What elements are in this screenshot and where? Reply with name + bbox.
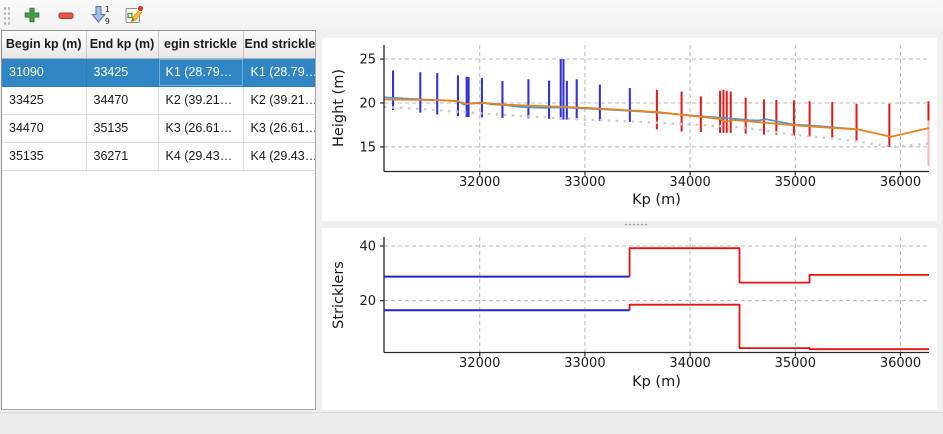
svg-text:33000: 33000 [564, 175, 605, 190]
cell-end-kp[interactable]: 33425 [86, 58, 159, 87]
edit-button[interactable] [120, 2, 148, 28]
charts-panel: 32000 33000 34000 35000 36000 15 20 25 Kp (m) Hei… [322, 38, 937, 410]
stricklers-table-grid: Begin kp (m) End kp (m) egin strickle En… [2, 31, 315, 171]
svg-text:35000: 35000 [775, 356, 816, 371]
sort-numeric-down-icon: 1 9 [91, 5, 110, 26]
svg-text:20: 20 [359, 96, 376, 111]
cell-begin-strickler[interactable]: K4 (29.43… [158, 142, 244, 171]
column-header-begin-kp[interactable]: Begin kp (m) [2, 31, 87, 59]
cell-end-strickler[interactable]: K3 (26.61… [243, 114, 315, 143]
sort-button[interactable]: 1 9 [86, 2, 114, 28]
minus-icon [58, 12, 74, 19]
y-axis-label: Height (m) [331, 69, 347, 147]
axes-spines [383, 237, 929, 354]
upper-strickler-red-series [628, 247, 929, 284]
column-header-end-stricklers[interactable]: End strickler [243, 31, 315, 59]
cell-begin-kp[interactable]: 35135 [2, 142, 87, 171]
height-profile-chart: 32000 33000 34000 35000 36000 15 20 25 Kp (m) Hei… [331, 45, 930, 208]
stricklers-chart: 32000 33000 34000 35000 36000 20 40 Kp (m) Stric… [331, 237, 929, 390]
cell-begin-strickler[interactable]: K1 (28.79… [158, 58, 244, 87]
cell-begin-kp[interactable]: 34470 [2, 114, 87, 143]
gridlines [384, 237, 929, 353]
svg-text:36000: 36000 [880, 356, 921, 371]
svg-text:33000: 33000 [564, 356, 605, 371]
toolbar-grip-handle[interactable] [3, 5, 10, 25]
cell-begin-kp[interactable]: 33425 [2, 86, 87, 115]
column-header-end-kp[interactable]: End kp (m) [86, 31, 159, 59]
svg-text:9: 9 [105, 17, 110, 26]
profile-orange-series [383, 98, 930, 138]
table-row[interactable]: 33425 34470 K2 (39.21… K2 (39.21… [2, 86, 315, 115]
x-axis-label: Kp (m) [632, 192, 681, 208]
svg-text:34000: 34000 [669, 175, 710, 190]
stricklers-table: Begin kp (m) End kp (m) egin strickle En… [1, 30, 316, 410]
cell-end-strickler[interactable]: K4 (29.43… [243, 142, 315, 171]
svg-text:35000: 35000 [775, 175, 816, 190]
cell-begin-kp[interactable]: 31090 [2, 58, 87, 87]
cell-end-kp[interactable]: 34470 [86, 86, 159, 115]
tick-labels: 32000 33000 34000 35000 36000 15 20 25 [359, 53, 921, 190]
tick-labels: 32000 33000 34000 35000 36000 20 40 [359, 240, 921, 371]
svg-text:40: 40 [359, 240, 376, 255]
table-row[interactable]: 34470 35135 K3 (26.61… K3 (26.61… [2, 114, 315, 143]
svg-text:1: 1 [105, 5, 110, 14]
svg-text:36000: 36000 [880, 175, 921, 190]
table-row[interactable]: 31090 33425 K1 (28.79… K1 (28.79… [2, 58, 315, 87]
splitter-grip-dots-icon [624, 223, 648, 226]
plus-icon [24, 7, 40, 23]
cell-end-strickler[interactable]: K1 (28.79… [243, 58, 315, 87]
blue-cross-section-spikes-series [391, 59, 631, 122]
cell-begin-strickler[interactable]: K3 (26.61… [158, 114, 244, 143]
cell-begin-strickler[interactable]: K2 (39.21… [158, 86, 244, 115]
table-header-row: Begin kp (m) End kp (m) egin strickle En… [2, 31, 315, 59]
y-axis-label: Stricklers [331, 261, 347, 329]
cell-end-kp[interactable]: 36271 [86, 142, 159, 171]
svg-text:25: 25 [359, 53, 376, 68]
remove-row-button[interactable] [52, 2, 80, 28]
cell-end-strickler[interactable]: K2 (39.21… [243, 86, 315, 115]
svg-text:32000: 32000 [459, 175, 500, 190]
toolbar: 1 9 [0, 0, 943, 30]
svg-text:34000: 34000 [669, 356, 710, 371]
table-row[interactable]: 35135 36271 K4 (29.43… K4 (29.43… [2, 142, 315, 171]
red-cross-section-spikes-series [655, 89, 930, 147]
edit-pencil-page-icon [125, 5, 144, 23]
column-header-begin-stricklers[interactable]: egin strickle [158, 31, 244, 59]
cell-end-kp[interactable]: 35135 [86, 114, 159, 143]
svg-text:15: 15 [359, 140, 376, 155]
axes-spines [383, 45, 929, 173]
lower-strickler-red-series [628, 303, 929, 351]
svg-text:32000: 32000 [459, 356, 500, 371]
status-bar [0, 412, 943, 434]
svg-text:20: 20 [359, 294, 376, 309]
add-row-button[interactable] [18, 2, 46, 28]
x-axis-label: Kp (m) [632, 374, 681, 390]
chart-splitter[interactable] [322, 221, 937, 228]
charts-canvas: 32000 33000 34000 35000 36000 15 20 25 Kp (m) Hei… [331, 45, 930, 390]
